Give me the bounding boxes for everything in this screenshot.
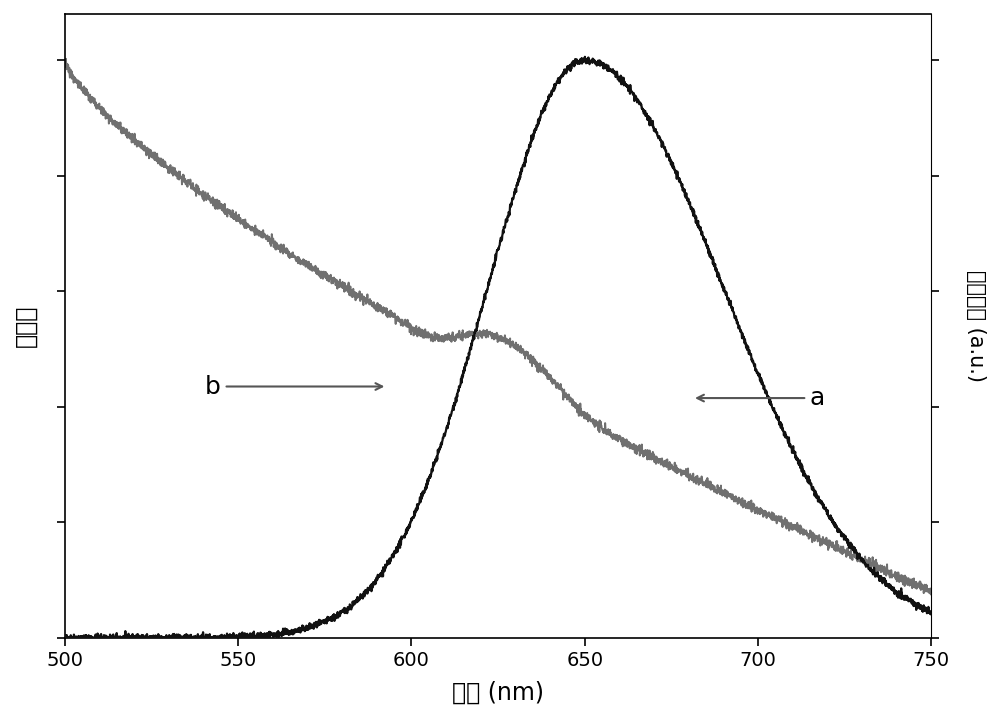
Text: a: a xyxy=(697,386,825,410)
Y-axis label: 荧光强度 (a.u.): 荧光强度 (a.u.) xyxy=(966,270,986,382)
X-axis label: 波长 (nm): 波长 (nm) xyxy=(452,681,544,705)
Text: b: b xyxy=(205,375,382,398)
Y-axis label: 吸光度: 吸光度 xyxy=(14,305,38,347)
